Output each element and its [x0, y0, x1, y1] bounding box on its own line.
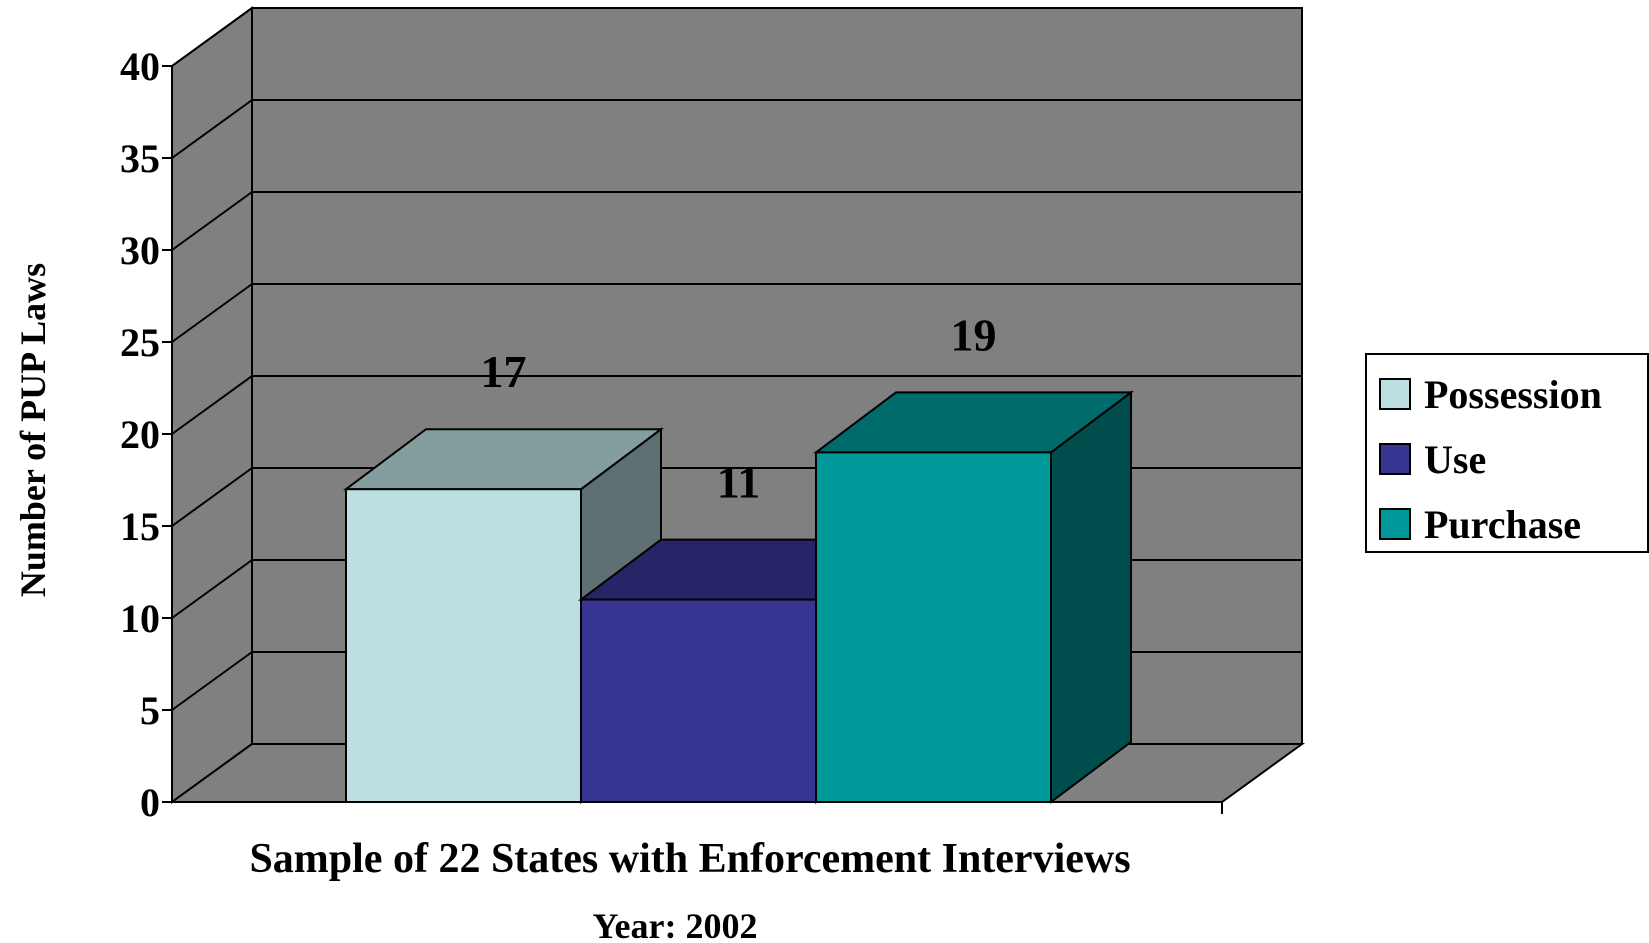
y-tick-label: 40 [120, 44, 160, 89]
y-tick-label: 15 [120, 504, 160, 549]
legend: Possession Use Purchase [1365, 353, 1649, 553]
y-tick-label: 5 [140, 688, 160, 733]
gridline-side [171, 467, 253, 527]
y-tick-label: 35 [120, 136, 160, 181]
legend-label-use: Use [1424, 437, 1486, 482]
data-labels: 17 11 19 [481, 309, 997, 507]
legend-label-possession: Possession [1424, 372, 1602, 417]
gridline-side [171, 7, 253, 67]
legend-swatch-purchase [1379, 508, 1411, 540]
data-label-use: 11 [717, 457, 760, 508]
gridline-side [171, 559, 253, 619]
bars [343, 390, 1134, 804]
legend-label-purchase: Purchase [1424, 502, 1581, 547]
bar-front [345, 488, 582, 803]
y-tick-label: 25 [120, 320, 160, 365]
bar-purchase [813, 390, 1134, 804]
legend-swatch-possession [1379, 378, 1411, 410]
legend-box [1365, 353, 1649, 553]
bar-front [580, 598, 817, 803]
y-axis-title: Number of PUP Laws [13, 263, 53, 597]
chart-subtitle: Year: 2002 [593, 906, 758, 943]
y-tick-label: 0 [140, 780, 160, 825]
bar-front [815, 451, 1052, 803]
gridline-side [171, 99, 253, 159]
legend-swatch-use [1379, 443, 1411, 475]
data-label-possession: 17 [481, 346, 527, 397]
y-tick-label: 20 [120, 412, 160, 457]
gridline-side [171, 375, 253, 435]
y-tick-label: 30 [120, 228, 160, 273]
bar-side [1050, 390, 1132, 804]
y-tick-label: 10 [120, 596, 160, 641]
x-axis-title: Sample of 22 States with Enforcement Int… [249, 836, 1130, 882]
gridline-side [171, 191, 253, 251]
gridline-side [171, 651, 253, 711]
gridline-side [171, 283, 253, 343]
data-label-purchase: 19 [951, 309, 997, 360]
